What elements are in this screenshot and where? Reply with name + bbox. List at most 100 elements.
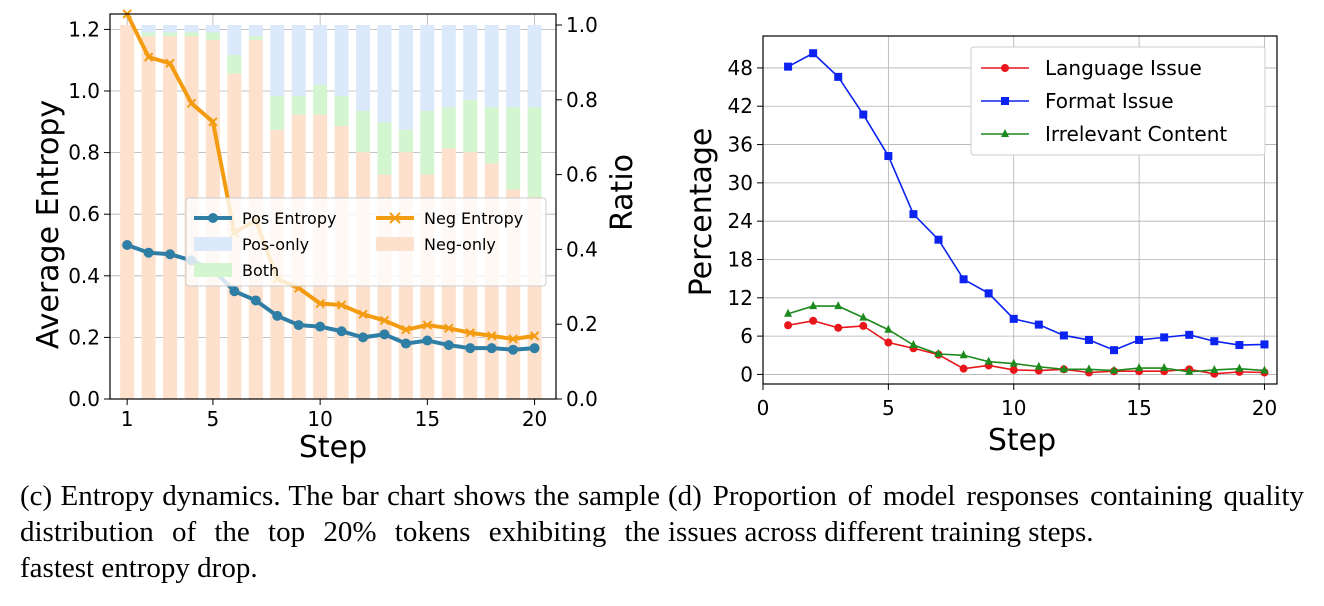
data-point	[909, 340, 918, 349]
data-point	[1185, 330, 1194, 339]
data-point	[122, 240, 133, 250]
legend-label: Pos-only	[242, 235, 309, 254]
bar-both	[291, 96, 306, 115]
tick-label-x: 5	[882, 396, 895, 420]
tick-label-y: 18	[728, 247, 753, 271]
y-axis-label: Average Entropy	[31, 100, 66, 349]
data-point	[443, 340, 454, 351]
data-point	[1034, 361, 1043, 370]
tick-label-y: 0	[740, 362, 753, 386]
plot-frame	[109, 13, 557, 400]
bar-both	[441, 107, 456, 149]
bar-pos-only	[270, 25, 285, 97]
data-point	[784, 308, 793, 317]
series-line-format-issue	[787, 52, 1265, 352]
data-point	[444, 323, 454, 333]
tick-label-y: 0.8	[68, 141, 100, 165]
tick-label-x: 0	[757, 396, 770, 420]
bar-neg-only	[163, 36, 178, 399]
data-point	[401, 324, 411, 335]
data-point	[884, 338, 893, 347]
bar-both	[270, 96, 285, 130]
tick-label-y: 30	[728, 171, 753, 195]
data-point	[422, 320, 433, 330]
tick-label-y: 0.0	[68, 387, 100, 411]
bar-both	[248, 36, 263, 40]
tick-label-y: 36	[728, 133, 753, 157]
data-point	[358, 309, 368, 320]
data-point	[1059, 364, 1068, 373]
bar-pos-only	[227, 25, 242, 55]
data-point	[909, 210, 918, 219]
data-point	[1034, 320, 1043, 329]
data-point	[1059, 331, 1068, 340]
data-point	[315, 298, 325, 309]
bar-both	[163, 32, 178, 37]
figure: 0.0 0.2 0.4 0.6 0.8 1.0 1.2 0.0 0.2 0.4 0.6 0.8 1.0 1…	[31, 9, 1278, 465]
x-axis-label: Step	[299, 430, 367, 465]
bar-pos-only	[377, 25, 392, 123]
bar-pos-only	[313, 25, 328, 85]
legend-label: Format Issue	[1045, 89, 1174, 113]
data-point	[959, 275, 968, 284]
bar-both	[506, 107, 521, 190]
legend-swatch	[376, 237, 414, 251]
data-point	[1009, 314, 1018, 323]
tick-label-x: 1	[121, 407, 134, 431]
tick-label-x: 5	[207, 407, 220, 431]
bar-both	[227, 54, 242, 74]
legend-marker	[389, 212, 401, 224]
data-point	[143, 247, 154, 258]
data-point	[1260, 365, 1269, 374]
data-point	[809, 301, 818, 310]
tick-label-x: 10	[307, 407, 332, 431]
tick-label-y2: 0.0	[566, 387, 598, 411]
tick-label-x: 15	[415, 407, 440, 431]
bar-pos-only	[334, 25, 349, 97]
data-point	[465, 328, 475, 338]
y-axis-label: Percentage	[684, 128, 719, 297]
data-point	[1084, 364, 1093, 373]
data-point	[884, 324, 893, 333]
tick-label-x: 10	[1001, 396, 1026, 420]
bar-pos-only	[205, 25, 220, 33]
data-point	[834, 72, 843, 81]
data-point	[529, 343, 540, 354]
legend-marker	[1001, 129, 1009, 137]
legend-box	[185, 197, 547, 287]
bar-pos-only	[248, 25, 263, 37]
bar-pos-only	[420, 25, 435, 112]
data-point	[272, 310, 283, 321]
tick-label-y: 0.4	[68, 264, 100, 288]
data-point	[358, 332, 369, 343]
data-point	[1210, 337, 1219, 346]
bar-both	[463, 99, 478, 153]
data-point	[884, 152, 893, 161]
caption-right: (d) Proportion of model responses contai…	[668, 480, 1304, 548]
bar-pos-only	[398, 25, 413, 130]
tick-label-y2: 0.8	[566, 88, 598, 112]
data-point	[1135, 335, 1144, 344]
bar-both	[527, 107, 542, 198]
data-point	[486, 331, 497, 341]
bar-pos-only	[356, 25, 371, 112]
legend-label: Language Issue	[1045, 56, 1202, 80]
data-point	[143, 52, 154, 62]
data-point	[165, 58, 175, 68]
data-point	[165, 249, 176, 260]
data-point	[508, 344, 519, 355]
data-point	[1185, 366, 1194, 375]
bar-both	[184, 32, 199, 37]
data-point	[1084, 335, 1093, 344]
data-point	[1160, 333, 1169, 342]
data-point	[400, 338, 411, 349]
tick-label-y: 12	[728, 286, 753, 310]
data-point	[315, 321, 326, 332]
legend-marker	[1001, 97, 1009, 105]
bar-both	[398, 129, 413, 153]
bar-pos-only	[163, 25, 178, 33]
bar-both	[313, 84, 328, 115]
bar-both	[334, 96, 349, 126]
tick-label-y2: 0.4	[566, 237, 598, 261]
bar-pos-only	[291, 25, 306, 97]
